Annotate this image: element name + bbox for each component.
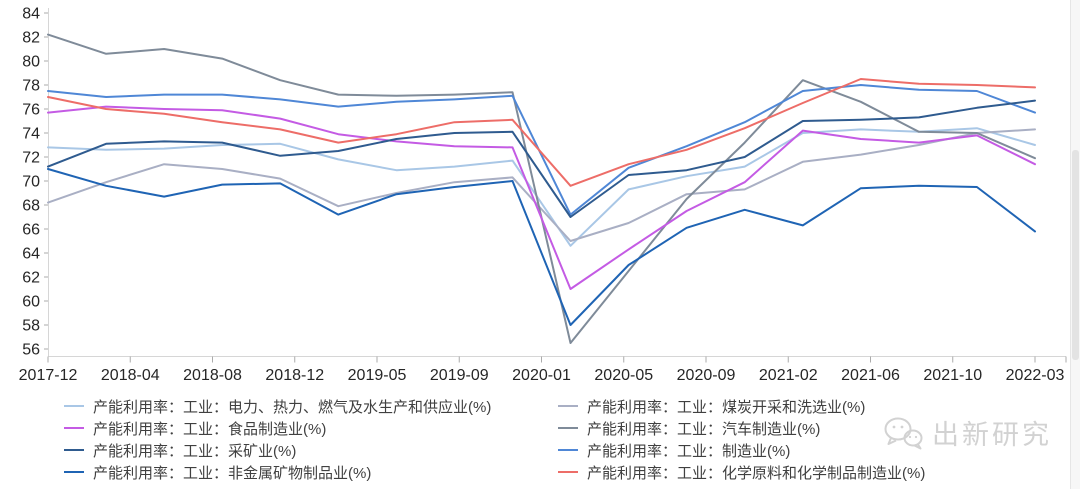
series-line-power-utilities: [47, 127, 1036, 247]
legend-marker-manufacturing: [558, 449, 578, 451]
x-axis-label: 2018-08: [183, 367, 242, 384]
legend-marker-nonmetal-mineral-products: [64, 471, 84, 473]
vertical-scrollbar[interactable]: [1070, 0, 1080, 489]
legend-marker-coal-mining-washing: [558, 405, 578, 407]
x-axis-label: 2020-01: [512, 367, 571, 384]
y-axis-label: 64: [22, 246, 40, 263]
x-axis-label: 2019-05: [348, 367, 407, 384]
legend-marker-auto-manufacturing: [558, 427, 578, 429]
legend-item-manufacturing: 产能利用率：工业：制造业(%): [558, 439, 925, 461]
legend-label: 产能利用率：工业：食品制造业(%): [93, 420, 327, 438]
x-axis-label: 2020-09: [677, 367, 736, 384]
y-axis-label: 78: [22, 78, 40, 95]
legend-label: 产能利用率：工业：电力、热力、燃气及水生产和供应业(%): [93, 398, 492, 416]
x-axis-label: 2018-04: [101, 367, 160, 384]
y-axis-label: 58: [22, 318, 40, 335]
legend-item-auto-manufacturing: 产能利用率：工业：汽车制造业(%): [558, 417, 925, 439]
y-axis-label: 70: [22, 174, 40, 191]
capacity-utilization-line-chart: 84 82 80 78 76 74 72 70 68 66 64 62 60 58 56 2017-12 201…: [19, 6, 1067, 384]
watermark-text: 出新研究: [932, 420, 1052, 450]
y-axis-label: 76: [22, 102, 40, 119]
y-axis-label: 84: [22, 6, 40, 23]
legend-item-nonmetal-mineral-products: 产能利用率：工业：非金属矿物制品业(%): [64, 461, 491, 483]
series-line-coal-mining-washing: [47, 128, 1036, 242]
legend-item-food-manufacturing: 产能利用率：工业：食品制造业(%): [64, 417, 491, 439]
legend-item-power-utilities: 产能利用率：工业：电力、热力、燃气及水生产和供应业(%): [64, 395, 491, 417]
series-line-food-manufacturing: [47, 105, 1036, 290]
y-axis-label: 74: [22, 126, 40, 143]
legend-label: 产能利用率：工业：采矿业(%): [93, 442, 297, 460]
x-axis-label: 2021-06: [841, 367, 900, 384]
legend-marker-food-manufacturing: [64, 427, 84, 429]
legend-column-right: 产能利用率：工业：煤炭开采和洗选业(%) 产能利用率：工业：汽车制造业(%) 产能利…: [558, 395, 925, 483]
legend-label: 产能利用率：工业：化学原料和化学制品制造业(%): [587, 464, 926, 482]
legend-label: 产能利用率：工业：非金属矿物制品业(%): [93, 464, 372, 482]
x-axis-label: 2018-12: [265, 367, 324, 384]
y-axis-label: 56: [22, 342, 40, 359]
legend-item-coal-mining-washing: 产能利用率：工业：煤炭开采和洗选业(%): [558, 395, 925, 417]
legend-label: 产能利用率：工业：制造业(%): [587, 442, 791, 460]
legend-marker-chemical-products: [558, 471, 578, 473]
legend-label: 产能利用率：工业：汽车制造业(%): [587, 420, 821, 438]
series-line-chemical-products: [47, 78, 1036, 187]
y-axis-label: 80: [22, 54, 40, 71]
wechat-icon: [884, 417, 923, 449]
y-axis-label: 72: [22, 150, 40, 167]
x-axis-label: 2021-10: [923, 367, 982, 384]
y-axis-label: 60: [22, 294, 40, 311]
scrollbar-thumb[interactable]: [1072, 150, 1079, 360]
legend-label: 产能利用率：工业：煤炭开采和洗选业(%): [587, 398, 866, 416]
legend-marker-power-utilities: [64, 405, 84, 407]
series-line-manufacturing: [47, 84, 1036, 216]
legend-item-mining: 产能利用率：工业：采矿业(%): [64, 439, 491, 461]
series-line-nonmetal-mineral-products: [47, 168, 1036, 326]
chart-legend: 产能利用率：工业：电力、热力、燃气及水生产和供应业(%) 产能利用率：工业：食品制…: [0, 395, 1080, 489]
x-axis-label: 2017-12: [19, 367, 78, 384]
x-axis-label: 2019-09: [430, 367, 489, 384]
legend-column-left: 产能利用率：工业：电力、热力、燃气及水生产和供应业(%) 产能利用率：工业：食品制…: [64, 395, 491, 483]
watermark: 出新研究: [883, 413, 1052, 452]
y-axis-label: 62: [22, 270, 40, 287]
series-line-mining: [47, 99, 1036, 218]
x-axis-label: 2022-03: [1006, 367, 1065, 384]
y-axis-label: 82: [22, 30, 40, 47]
y-axis-label: 66: [22, 222, 40, 239]
y-axis-label: 68: [22, 198, 40, 215]
legend-marker-mining: [64, 449, 84, 451]
legend-item-chemical-products: 产能利用率：工业：化学原料和化学制品制造业(%): [558, 461, 925, 483]
x-axis-label: 2021-02: [759, 367, 818, 384]
x-axis-label: 2020-05: [594, 367, 653, 384]
